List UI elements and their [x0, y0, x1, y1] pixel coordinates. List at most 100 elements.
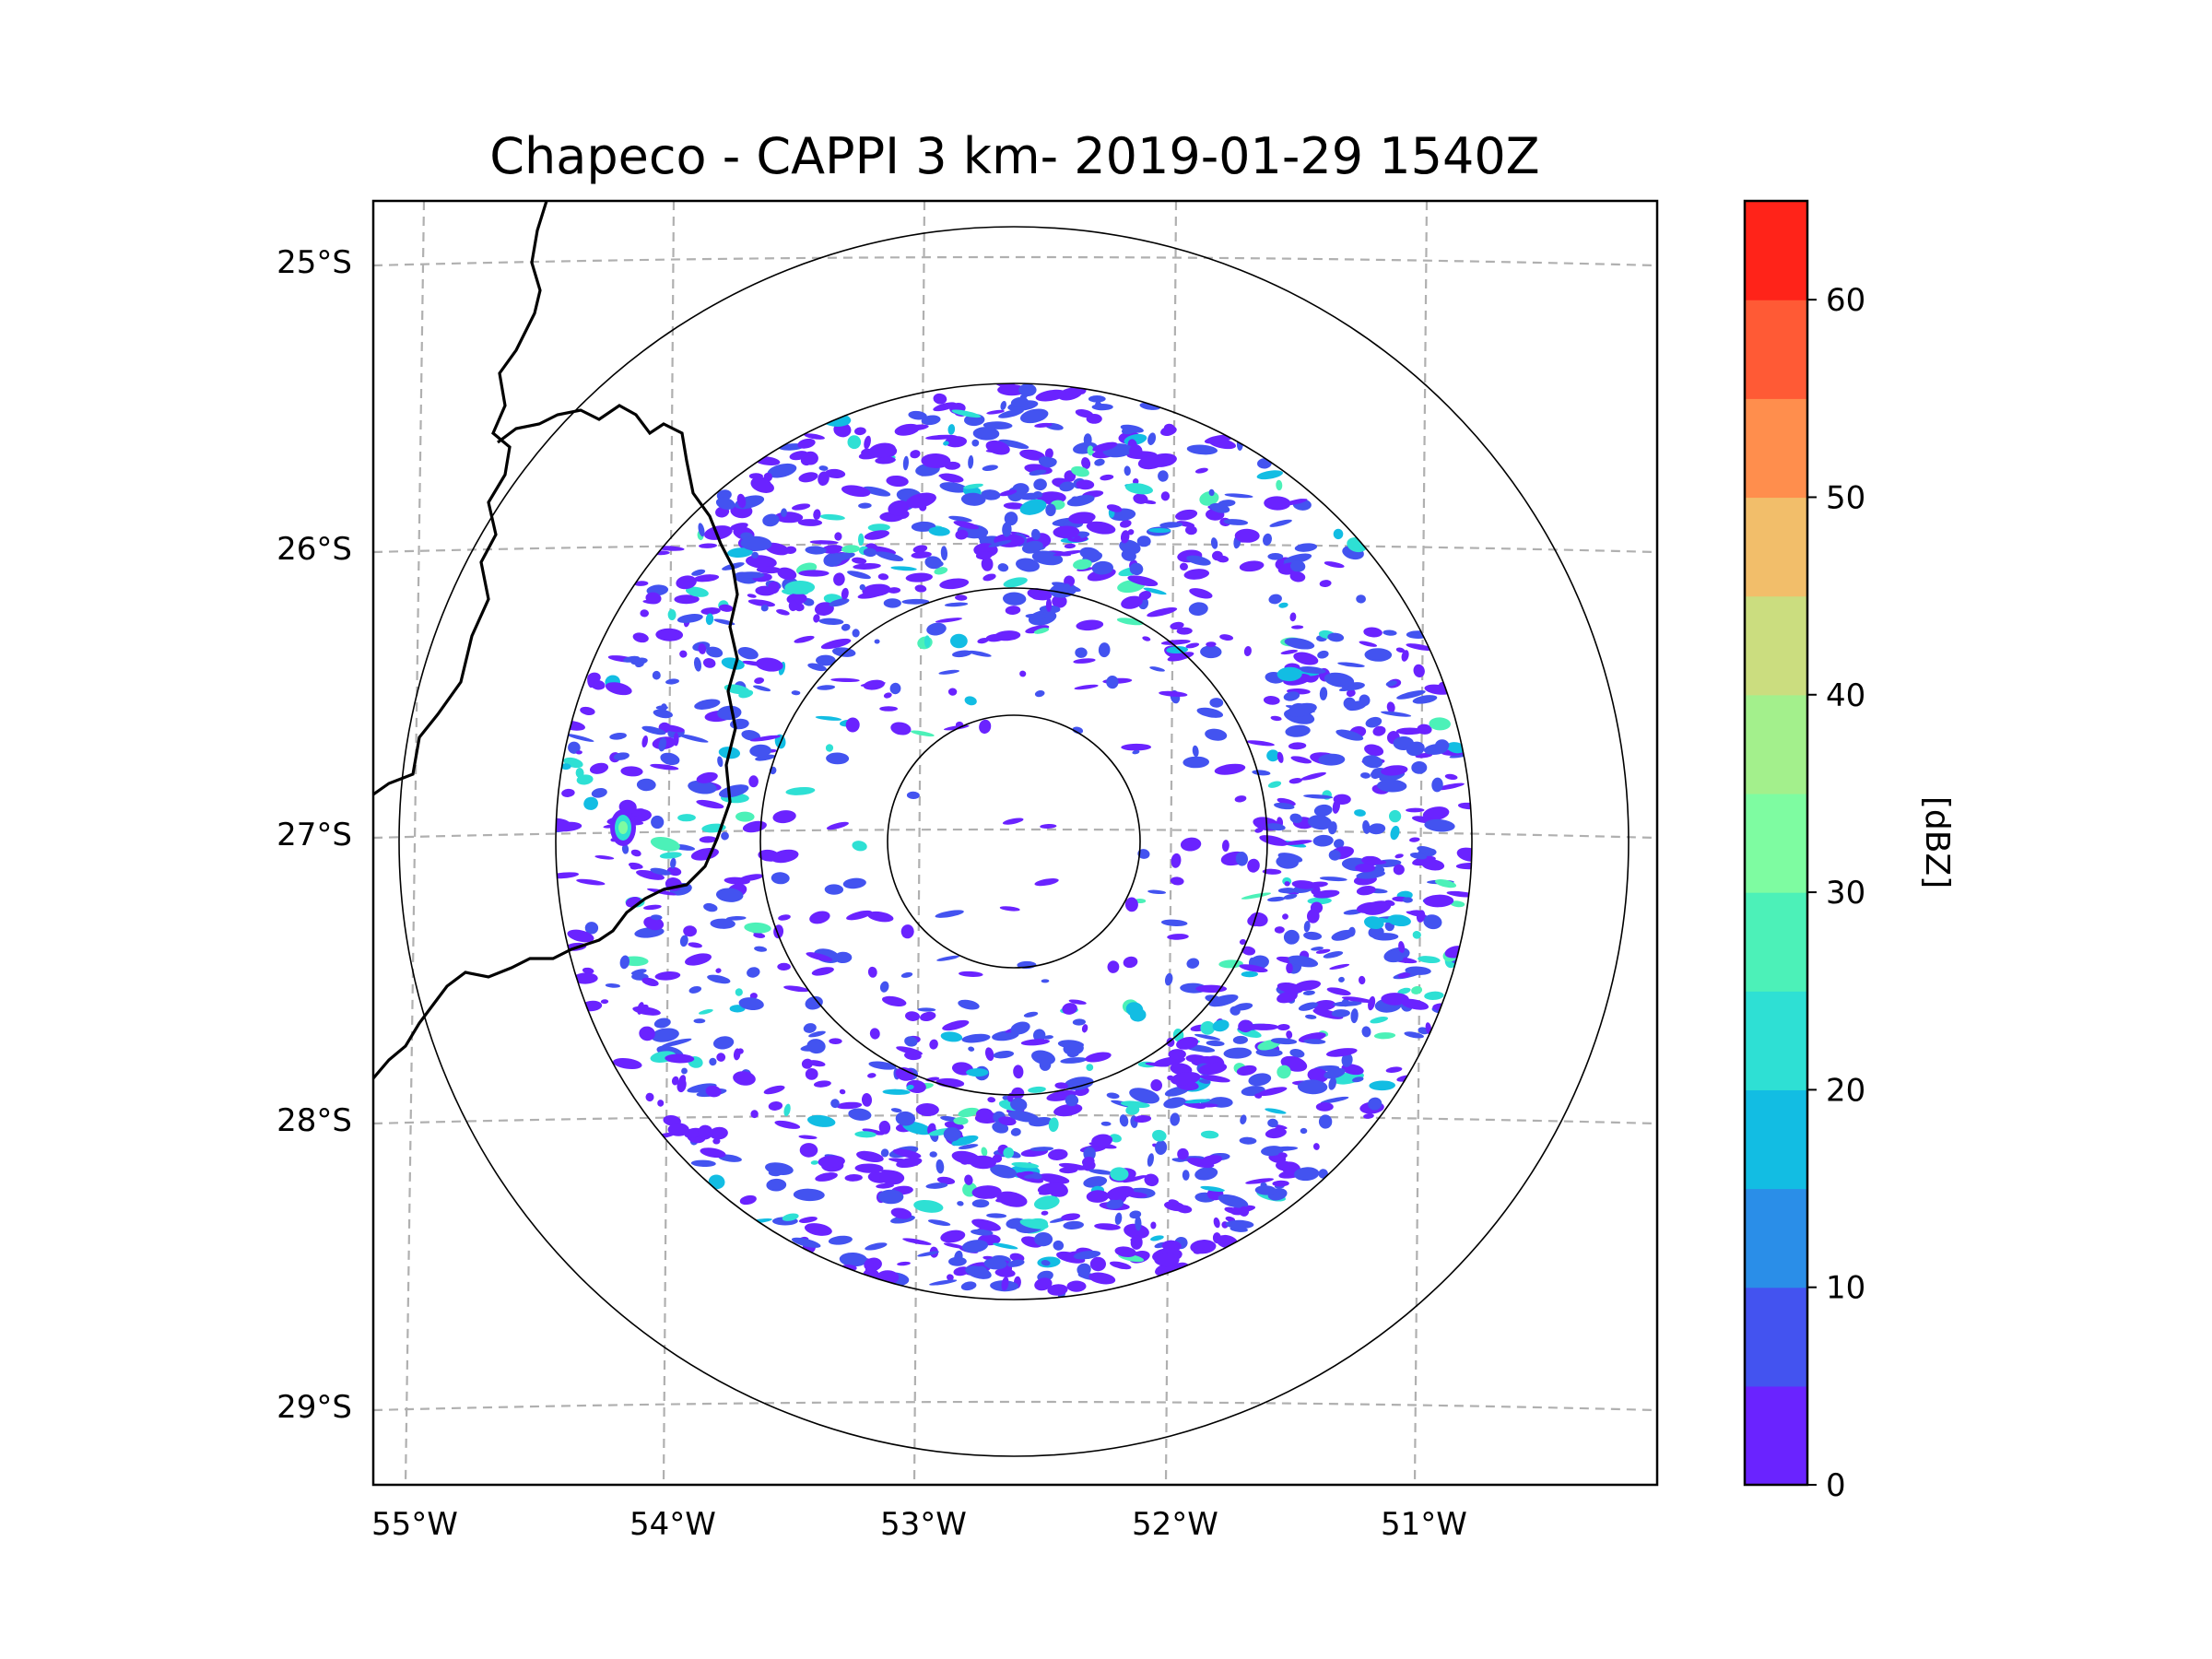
echo-cell	[1081, 1156, 1095, 1167]
echo-cell	[1035, 389, 1066, 402]
colorbar-segment	[1745, 793, 1807, 893]
echo-cell	[1086, 414, 1102, 424]
echo-cell	[944, 602, 969, 607]
echo-cell	[702, 658, 716, 668]
echo-cell	[914, 584, 927, 593]
echo-cell	[1276, 479, 1283, 491]
echo-cell	[878, 1120, 891, 1135]
echo-cell	[990, 1164, 1018, 1179]
echo-cell	[997, 563, 1009, 572]
echo-cell	[1206, 641, 1217, 648]
echo-cell	[1120, 530, 1130, 544]
echo-cell	[942, 1019, 970, 1031]
echo-cell	[1308, 815, 1333, 830]
echo-cell	[993, 1242, 1018, 1250]
echo-cell	[1410, 853, 1428, 860]
echo-cell	[1252, 770, 1271, 776]
echo-cell	[1356, 870, 1386, 879]
echo-cell	[717, 756, 724, 768]
gridline-lat	[373, 255, 1657, 267]
echo-cell	[1073, 559, 1092, 571]
echo-cell	[1021, 540, 1043, 554]
echo-cell	[1058, 1162, 1088, 1171]
echo-cell	[1417, 846, 1435, 854]
echo-cell	[676, 575, 697, 590]
echo-cell	[1416, 910, 1426, 923]
echo-cell	[1116, 618, 1145, 626]
echo-cell	[858, 502, 872, 509]
echo-cell	[1333, 528, 1344, 540]
echo-cell	[1264, 496, 1291, 511]
echo-cell	[958, 1144, 979, 1150]
echo-cell	[576, 878, 606, 886]
echo-cell	[834, 951, 853, 964]
echo-cell	[1041, 979, 1050, 983]
echo-cell	[1200, 1020, 1216, 1035]
echo-cell	[1293, 652, 1319, 665]
echo-cell	[1406, 643, 1434, 652]
echo-cell	[632, 1006, 661, 1016]
echo-cell	[929, 1151, 937, 1158]
echo-cell	[1039, 1173, 1070, 1184]
echo-cell	[826, 752, 850, 765]
echo-cell	[736, 493, 747, 509]
echo-cell	[997, 383, 1027, 396]
echo-cell	[1317, 650, 1329, 659]
echo-cell	[1395, 647, 1406, 653]
echo-cell	[1213, 1217, 1220, 1229]
echo-cell	[1412, 695, 1438, 704]
echo-cell	[1033, 628, 1050, 634]
echo-cell	[738, 997, 764, 1011]
echo-cell	[993, 1051, 1015, 1059]
echo-cell	[630, 969, 647, 975]
echo-cell	[747, 594, 757, 598]
echo-cell	[1362, 819, 1371, 834]
echo-cell	[825, 468, 846, 478]
echo-cell	[1341, 1053, 1353, 1067]
echo-cell	[679, 650, 688, 658]
echo-cell	[868, 1061, 897, 1070]
lon-tick-label: 51°W	[1381, 1506, 1467, 1543]
colorbar-tick-label: 60	[1826, 282, 1865, 319]
echo-cell	[986, 409, 1005, 415]
echo-cell	[1284, 638, 1315, 650]
echo-cell	[628, 862, 643, 869]
echo-cell	[730, 523, 748, 531]
echo-cell	[1455, 862, 1472, 870]
echo-cell	[883, 692, 892, 699]
echo-cell	[1142, 500, 1157, 505]
echo-cell	[1155, 1140, 1168, 1155]
echo-cell	[715, 968, 722, 973]
echo-cell	[1382, 629, 1397, 636]
echo-cell	[1185, 525, 1197, 535]
echo-cell	[854, 427, 866, 436]
echo-cell	[1385, 680, 1397, 687]
echo-cell	[565, 734, 594, 742]
echo-cell	[1277, 797, 1296, 806]
echo-cell	[755, 657, 783, 672]
echo-cell	[1033, 1195, 1060, 1210]
echo-cell	[1100, 474, 1114, 481]
echo-cell	[842, 877, 866, 889]
echo-cell	[1114, 1246, 1136, 1257]
echo-cell	[589, 762, 609, 774]
echo-cell	[950, 633, 968, 649]
echo-cell	[1266, 749, 1279, 762]
echo-cell	[1068, 999, 1087, 1005]
echo-cell	[1280, 649, 1299, 655]
echo-cell	[862, 583, 891, 597]
echo-cell	[727, 547, 753, 558]
echo-cell	[1010, 1021, 1030, 1035]
echo-cell	[1291, 880, 1317, 889]
echo-cell	[1125, 1105, 1140, 1115]
echo-cell	[1012, 483, 1030, 496]
echo-cell	[958, 999, 980, 1010]
echo-cell	[831, 647, 856, 657]
echo-cell	[814, 602, 834, 616]
echo-cell	[643, 916, 665, 931]
echo-cell	[971, 439, 980, 447]
echo-cell	[908, 410, 927, 420]
range-rings	[398, 226, 1630, 1457]
echo-cell	[768, 581, 780, 594]
echo-cell	[767, 463, 797, 478]
